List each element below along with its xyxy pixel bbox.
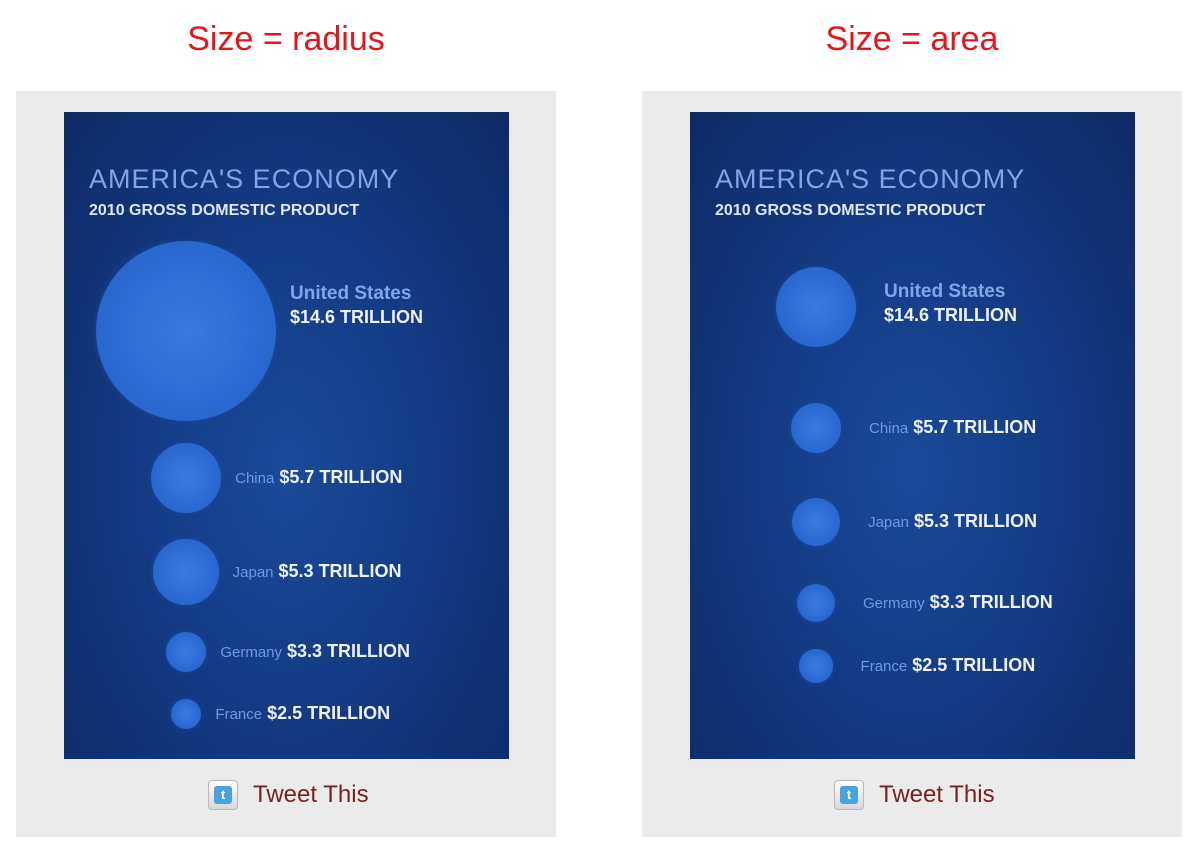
chart-panel-radius: AMERICA'S ECONOMY 2010 GROSS DOMESTIC PR… bbox=[64, 112, 509, 759]
gdp-value: $3.3 TRILLION bbox=[287, 641, 411, 661]
bubble-label-china: China $5.7 TRILLION bbox=[235, 467, 402, 488]
bubble-united-states bbox=[776, 267, 856, 347]
bubble-france bbox=[170, 698, 202, 730]
twitter-icon: t bbox=[834, 780, 864, 810]
gdp-value: $2.5 TRILLION bbox=[267, 703, 391, 723]
tweet-this-button[interactable]: t Tweet This bbox=[834, 779, 995, 811]
bubble-united-states bbox=[96, 241, 276, 421]
gdp-value: $5.3 TRILLION bbox=[278, 561, 402, 581]
gdp-value: $3.3 TRILLION bbox=[929, 592, 1053, 612]
bubble-france bbox=[799, 649, 833, 683]
country-name: China bbox=[868, 420, 909, 437]
bubble-china bbox=[791, 403, 841, 453]
country-name: France bbox=[860, 658, 908, 675]
infographic-card-radius: AMERICA'S ECONOMY 2010 GROSS DOMESTIC PR… bbox=[16, 91, 556, 837]
country-name: France bbox=[215, 706, 263, 723]
chart-title: AMERICA'S ECONOMY bbox=[89, 164, 400, 194]
chart-panel-area: AMERICA'S ECONOMY 2010 GROSS DOMESTIC PR… bbox=[690, 112, 1135, 759]
country-name: Japan bbox=[232, 564, 274, 581]
chart-subtitle: 2010 GROSS DOMESTIC PRODUCT bbox=[715, 202, 986, 219]
country-name: United States bbox=[884, 281, 1006, 302]
gdp-value: $2.5 TRILLION bbox=[912, 655, 1036, 675]
bubble-label-china: China $5.7 TRILLION bbox=[869, 417, 1036, 438]
bubble-label-united-states: United States $14.6 TRILLION bbox=[290, 283, 423, 328]
twitter-icon: t bbox=[208, 780, 238, 810]
country-name: Germany bbox=[863, 595, 925, 612]
bubble-label-japan: Japan $5.3 TRILLION bbox=[233, 561, 402, 582]
infographic-card-area: AMERICA'S ECONOMY 2010 GROSS DOMESTIC PR… bbox=[642, 91, 1182, 837]
bubble-label-united-states: United States $14.6 TRILLION bbox=[884, 281, 1017, 326]
tweet-this-label: Tweet This bbox=[879, 781, 995, 808]
heading-size-radius: Size = radius bbox=[187, 20, 385, 58]
bubble-japan bbox=[153, 539, 219, 605]
bubble-label-france: France $2.5 TRILLION bbox=[215, 703, 390, 724]
heading-size-area: Size = area bbox=[825, 20, 999, 58]
country-name: China bbox=[235, 470, 275, 487]
gdp-value: $14.6 TRILLION bbox=[290, 307, 424, 327]
gdp-value: $5.7 TRILLION bbox=[913, 417, 1037, 437]
bubble-germany bbox=[796, 583, 835, 622]
bubble-label-japan: Japan $5.3 TRILLION bbox=[868, 511, 1037, 532]
bubble-germany bbox=[165, 631, 207, 673]
bubble-label-germany: Germany $3.3 TRILLION bbox=[220, 641, 410, 662]
tweet-this-button[interactable]: t Tweet This bbox=[208, 779, 369, 811]
gdp-value: $14.6 TRILLION bbox=[884, 305, 1018, 325]
bubble-label-france: France $2.5 TRILLION bbox=[861, 655, 1036, 676]
gdp-value: $5.3 TRILLION bbox=[913, 511, 1037, 531]
bubble-china bbox=[150, 442, 222, 514]
bubble-japan bbox=[791, 497, 841, 547]
tweet-this-label: Tweet This bbox=[253, 781, 369, 808]
chart-subtitle: 2010 GROSS DOMESTIC PRODUCT bbox=[89, 202, 360, 219]
country-name: United States bbox=[290, 283, 412, 304]
bubble-label-germany: Germany $3.3 TRILLION bbox=[863, 592, 1053, 613]
chart-title: AMERICA'S ECONOMY bbox=[715, 164, 1026, 194]
gdp-value: $5.7 TRILLION bbox=[279, 467, 403, 487]
country-name: Japan bbox=[868, 514, 909, 531]
country-name: Germany bbox=[220, 644, 283, 661]
